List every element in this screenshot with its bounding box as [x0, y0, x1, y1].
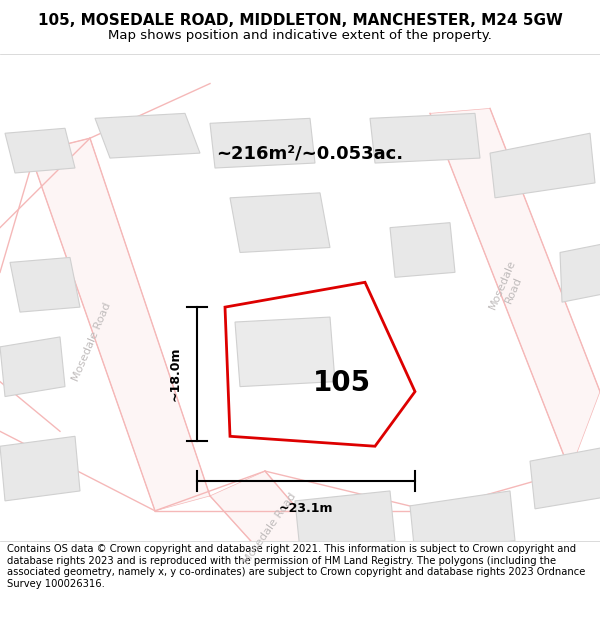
Polygon shape	[235, 317, 335, 387]
Text: ~216m²/~0.053ac.: ~216m²/~0.053ac.	[217, 144, 404, 162]
Polygon shape	[410, 491, 515, 556]
Polygon shape	[0, 337, 65, 396]
Polygon shape	[210, 471, 350, 595]
Polygon shape	[390, 222, 455, 278]
Polygon shape	[490, 133, 595, 198]
Text: 105: 105	[313, 369, 371, 397]
Polygon shape	[10, 258, 80, 312]
Text: ~18.0m: ~18.0m	[169, 347, 182, 401]
Polygon shape	[30, 138, 210, 511]
Text: Mosedale
Road: Mosedale Road	[487, 259, 529, 316]
Text: Mosedale Road: Mosedale Road	[71, 301, 113, 382]
Text: 105, MOSEDALE ROAD, MIDDLETON, MANCHESTER, M24 5GW: 105, MOSEDALE ROAD, MIDDLETON, MANCHESTE…	[38, 13, 562, 28]
Polygon shape	[370, 113, 480, 163]
Polygon shape	[430, 108, 600, 471]
Polygon shape	[295, 491, 395, 551]
Text: Map shows position and indicative extent of the property.: Map shows position and indicative extent…	[108, 29, 492, 42]
Polygon shape	[95, 113, 200, 158]
Text: Mosedale Road: Mosedale Road	[242, 491, 298, 566]
Text: ~23.1m: ~23.1m	[279, 503, 333, 516]
Polygon shape	[0, 436, 80, 501]
Polygon shape	[530, 446, 600, 509]
Polygon shape	[5, 128, 75, 173]
Polygon shape	[230, 193, 330, 253]
Polygon shape	[560, 242, 600, 302]
Text: Contains OS data © Crown copyright and database right 2021. This information is : Contains OS data © Crown copyright and d…	[7, 544, 586, 589]
Polygon shape	[210, 118, 315, 168]
